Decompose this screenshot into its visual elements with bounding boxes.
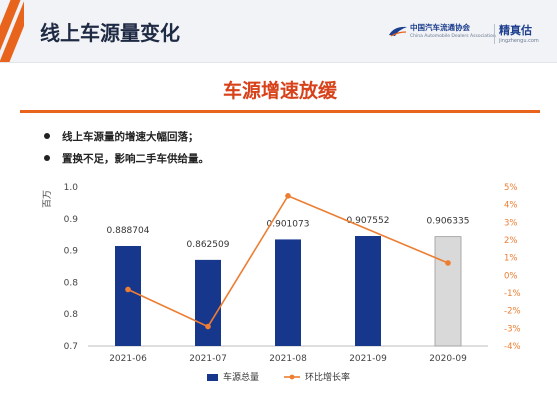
line-point (205, 323, 211, 330)
caada-name-en: China Automobile Dealers Association (410, 34, 496, 39)
bar-value-label: 0.888704 (107, 226, 150, 236)
y-right-tick-label: -4% (504, 342, 521, 352)
page-title: 线上车源量变化 (40, 21, 180, 45)
y-right-tick-label: -1% (504, 289, 521, 299)
line-point (285, 193, 291, 199)
bar (434, 236, 462, 347)
y-left-tick-label: 0.9 (64, 247, 79, 257)
bullet-text: 置换不足，影响二手车供给量。 (62, 153, 209, 165)
line-series-path (127, 194, 449, 328)
jzg-name-en: jingzhengu.com (499, 38, 539, 44)
bar (355, 235, 381, 346)
caada-mark-icon (389, 26, 407, 37)
bar (195, 259, 221, 346)
banner-title: 车源增速放缓 (222, 80, 337, 102)
bar-value-label: 0.901073 (267, 219, 310, 229)
bar-value-label: 0.862509 (187, 240, 230, 250)
bullet-item: 线上车源量的增速大幅回落； (44, 129, 209, 151)
y-left-tick-label: 0.7 (64, 342, 78, 352)
y-left-tick-label: 0.8 (64, 278, 79, 288)
y-left-tick-label: 0.8 (64, 310, 79, 320)
x-tick-label: 2020-09 (429, 354, 467, 364)
y-left-tick-label: 0.9 (64, 215, 79, 225)
y-right-tick-label: 0% (504, 271, 518, 281)
line-point (445, 260, 451, 266)
legend-label-line: 环比增长率 (305, 371, 350, 383)
y-right-tick-label: 2% (504, 236, 518, 246)
line-point (125, 286, 131, 293)
y-right-tick-label: 1% (504, 254, 518, 264)
y-right-tick-label: 5% (504, 183, 518, 193)
x-tick-label: 2021-06 (109, 354, 147, 364)
legend-swatch-bar (207, 374, 218, 381)
y-left-axis-label: 百万 (42, 190, 53, 208)
logo-divider (494, 24, 495, 44)
header-bar: 线上车源量变化 中国汽车流通协会 China Automobile Dealer… (0, 0, 557, 63)
jzg-name-cn: 精真估 (499, 24, 532, 37)
y-right-tick-label: -3% (504, 324, 521, 334)
x-tick-label: 2021-08 (269, 354, 307, 364)
bullet-dot-icon (44, 155, 50, 161)
bar (275, 239, 301, 346)
bar-value-label: 0.907552 (347, 216, 390, 226)
bar (115, 245, 141, 346)
y-left-tick-label: 1.0 (64, 183, 79, 193)
caada-logo: 中国汽车流通协会 China Automobile Dealers Associ… (388, 22, 496, 46)
x-tick-label: 2021-09 (349, 354, 387, 364)
bullet-item: 置换不足，影响二手车供给量。 (44, 151, 209, 173)
bullet-dot-icon (44, 133, 50, 139)
caada-name-cn: 中国汽车流通协会 (410, 23, 470, 32)
bar-value-label: 0.906335 (427, 217, 470, 227)
y-right-tick-label: -2% (504, 307, 521, 317)
legend-marker-line (289, 374, 295, 380)
bullet-text: 线上车源量的增速大幅回落； (62, 131, 199, 143)
legend-label-bar: 车源总量 (223, 371, 259, 383)
y-right-tick-label: 3% (504, 218, 518, 228)
section-banner: 车源增速放缓 (20, 72, 540, 113)
y-right-tick-label: 4% (504, 201, 518, 211)
jzg-logo: 精真估 jingzhengu.com (499, 22, 539, 44)
x-tick-label: 2021-07 (189, 354, 227, 364)
bullet-list: 线上车源量的增速大幅回落； 置换不足，影响二手车供给量。 (44, 129, 209, 173)
